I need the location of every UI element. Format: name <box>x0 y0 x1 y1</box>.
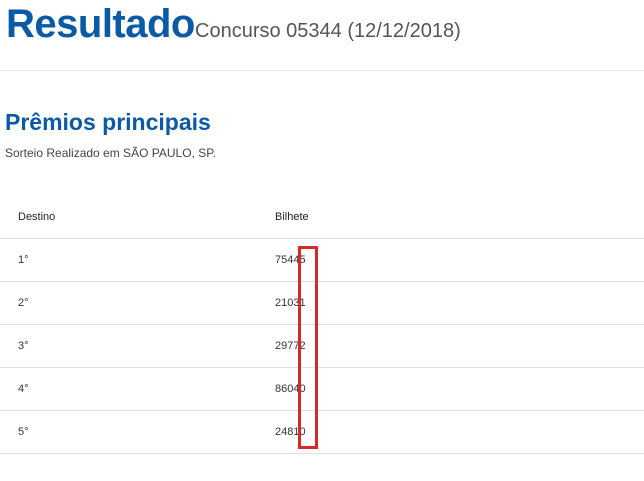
destino-cell: 5° <box>0 410 275 454</box>
bilhete-cell: 21031 <box>275 281 644 325</box>
results-table: Destino Bilhete 1° 75445 2° 21031 3° 29772 4° 8… <box>0 195 644 454</box>
row: 5° 24810 <box>0 410 644 454</box>
bilhete-cell: 29772 <box>275 324 644 368</box>
bilhete-cell: 86040 <box>275 367 644 411</box>
row: 3° 29772 <box>0 324 644 368</box>
bilhete-cell: 75445 <box>275 238 644 282</box>
row: 1° 75445 <box>0 238 644 282</box>
column-header: Destino <box>0 195 275 239</box>
section-title: Prêmios principais <box>5 109 211 135</box>
subtitle: Concurso 05344 (12/12/2018) <box>195 20 461 42</box>
destino-cell: 1° <box>0 238 275 282</box>
row: 4° 86040 <box>0 367 644 411</box>
divider <box>0 70 644 71</box>
destino-cell: 3° <box>0 324 275 368</box>
row: 2° 21031 <box>0 281 644 325</box>
title: Resultado <box>6 2 195 46</box>
column-header: Bilhete <box>275 195 644 239</box>
section-subtitle: Sorteio Realizado em SÃO PAULO, SP. <box>5 146 216 160</box>
bilhete-cell: 24810 <box>275 410 644 454</box>
destino-cell: 2° <box>0 281 275 325</box>
header-row: Destino Bilhete <box>0 195 644 239</box>
destino-cell: 4° <box>0 367 275 411</box>
highlight-box <box>298 246 318 449</box>
